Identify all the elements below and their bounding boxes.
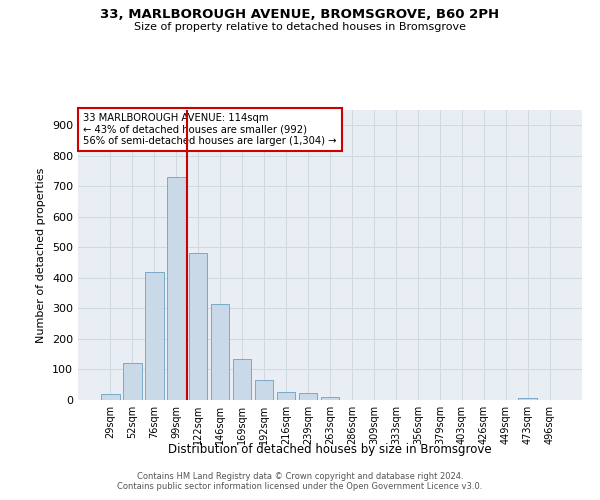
Text: Distribution of detached houses by size in Bromsgrove: Distribution of detached houses by size … bbox=[168, 442, 492, 456]
Bar bbox=[518, 398, 537, 400]
Text: Size of property relative to detached houses in Bromsgrove: Size of property relative to detached ho… bbox=[134, 22, 466, 32]
Text: 33, MARLBOROUGH AVENUE, BROMSGROVE, B60 2PH: 33, MARLBOROUGH AVENUE, BROMSGROVE, B60 … bbox=[100, 8, 500, 20]
Text: Contains HM Land Registry data © Crown copyright and database right 2024.: Contains HM Land Registry data © Crown c… bbox=[137, 472, 463, 481]
Y-axis label: Number of detached properties: Number of detached properties bbox=[37, 168, 46, 342]
Bar bbox=[277, 392, 295, 400]
Bar bbox=[167, 176, 185, 400]
Bar bbox=[123, 363, 142, 400]
Bar bbox=[255, 380, 274, 400]
Bar bbox=[211, 304, 229, 400]
Bar bbox=[101, 394, 119, 400]
Text: Contains public sector information licensed under the Open Government Licence v3: Contains public sector information licen… bbox=[118, 482, 482, 491]
Bar bbox=[320, 397, 340, 400]
Bar bbox=[299, 394, 317, 400]
Bar bbox=[189, 254, 208, 400]
Bar bbox=[233, 360, 251, 400]
Text: 33 MARLBOROUGH AVENUE: 114sqm
← 43% of detached houses are smaller (992)
56% of : 33 MARLBOROUGH AVENUE: 114sqm ← 43% of d… bbox=[83, 113, 337, 146]
Bar bbox=[145, 272, 164, 400]
